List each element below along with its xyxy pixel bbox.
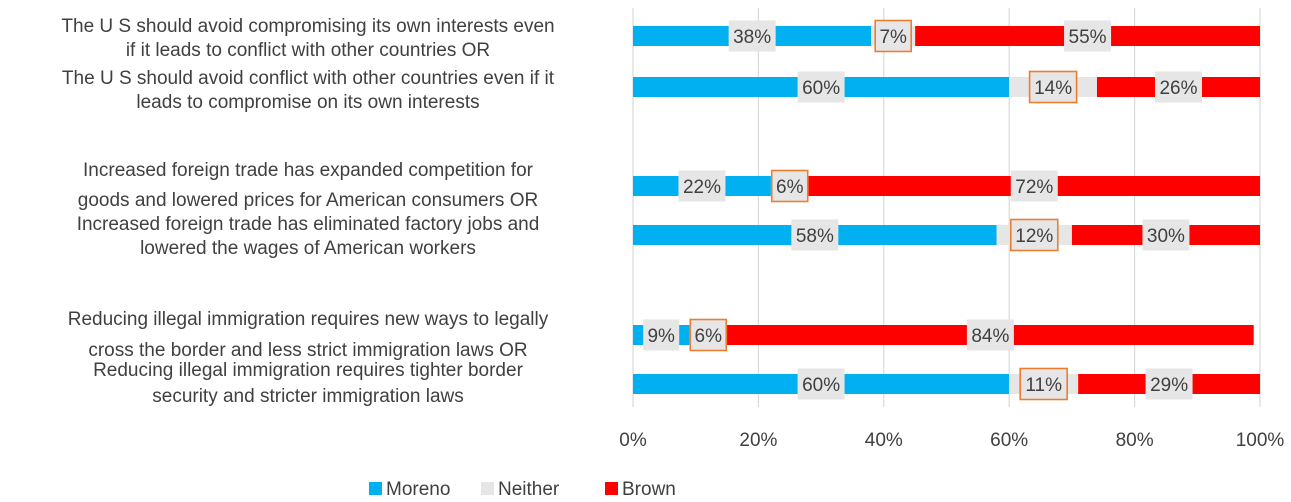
category-label: cross the border and less strict immigra… <box>88 340 527 361</box>
category-label: leads to compromise on its own interests <box>136 92 479 113</box>
x-tick-label: 20% <box>739 430 777 451</box>
bars: 38% 7% 55% 60% 14% 26% 22% 6% 72% 58% 12% 30% 9% 6% 84… <box>633 19 1260 401</box>
data-label-box <box>678 170 726 202</box>
data-label: 58% <box>796 226 834 247</box>
category-label: The U S should avoid compromising its ow… <box>61 16 554 37</box>
gridlines <box>632 8 1261 407</box>
x-axis-ticks: 0% 20% 40% 60% 80% 100% <box>619 430 1284 451</box>
x-tick-label: 40% <box>865 430 903 451</box>
data-label-box <box>728 20 776 52</box>
data-label: 6% <box>695 326 723 347</box>
data-label: 84% <box>971 326 1009 347</box>
data-label-box <box>1010 170 1058 202</box>
data-label: 6% <box>776 177 804 198</box>
data-label: 38% <box>733 27 771 48</box>
category-label: The U S should avoid conflict with other… <box>62 68 555 89</box>
legend-label-brown: Brown <box>622 479 676 500</box>
category-label: Reducing illegal immigration requires ti… <box>93 360 523 381</box>
data-label-box <box>966 319 1014 351</box>
x-tick-label: 80% <box>1116 430 1154 451</box>
x-tick-label: 100% <box>1236 430 1285 451</box>
legend-swatch-neither <box>481 482 494 495</box>
x-tick-label: 0% <box>619 430 647 451</box>
data-label: 26% <box>1159 78 1197 99</box>
data-label: 7% <box>879 27 907 48</box>
data-label-box <box>643 319 680 351</box>
data-label: 29% <box>1150 375 1188 396</box>
category-label: if it leads to conflict with other count… <box>126 40 490 61</box>
data-label-box <box>874 19 913 53</box>
category-label: Reducing illegal immigration requires ne… <box>68 309 549 330</box>
data-label: 55% <box>1069 27 1107 48</box>
data-label-box <box>797 71 845 103</box>
legend-label-neither: Neither <box>498 479 560 500</box>
data-label-box <box>770 169 809 203</box>
data-label-box <box>797 368 845 400</box>
category-label: Increased foreign trade has expanded com… <box>83 160 534 181</box>
data-label-box <box>1019 367 1068 401</box>
category-labels: The U S should avoid compromising its ow… <box>61 16 554 407</box>
data-label: 30% <box>1147 226 1185 247</box>
data-label-box <box>689 318 728 352</box>
legend: Moreno Neither Brown <box>369 479 676 500</box>
category-label: security and stricter immigration laws <box>152 386 463 407</box>
data-label-box <box>1145 368 1193 400</box>
legend-swatch-brown <box>605 482 618 495</box>
category-label: lowered the wages of American workers <box>140 238 476 259</box>
data-label-box <box>1142 219 1190 251</box>
data-label: 11% <box>1025 375 1062 396</box>
data-label: 22% <box>683 177 721 198</box>
data-label-box <box>1009 218 1059 252</box>
legend-label-moreno: Moreno <box>386 479 450 500</box>
data-label: 12% <box>1015 226 1053 247</box>
data-label: 60% <box>802 375 840 396</box>
data-label: 60% <box>802 78 840 99</box>
legend-swatch-moreno <box>369 482 382 495</box>
data-label-box <box>1064 20 1112 52</box>
category-label: goods and lowered prices for American co… <box>78 190 538 211</box>
data-label: 14% <box>1034 78 1072 99</box>
data-label: 72% <box>1015 177 1053 198</box>
x-tick-label: 60% <box>990 430 1028 451</box>
category-label: Increased foreign trade has eliminated f… <box>77 214 540 235</box>
data-label: 9% <box>647 326 675 347</box>
data-label-box <box>791 219 839 251</box>
data-label-box <box>1154 71 1202 103</box>
data-label-box <box>1028 70 1078 104</box>
